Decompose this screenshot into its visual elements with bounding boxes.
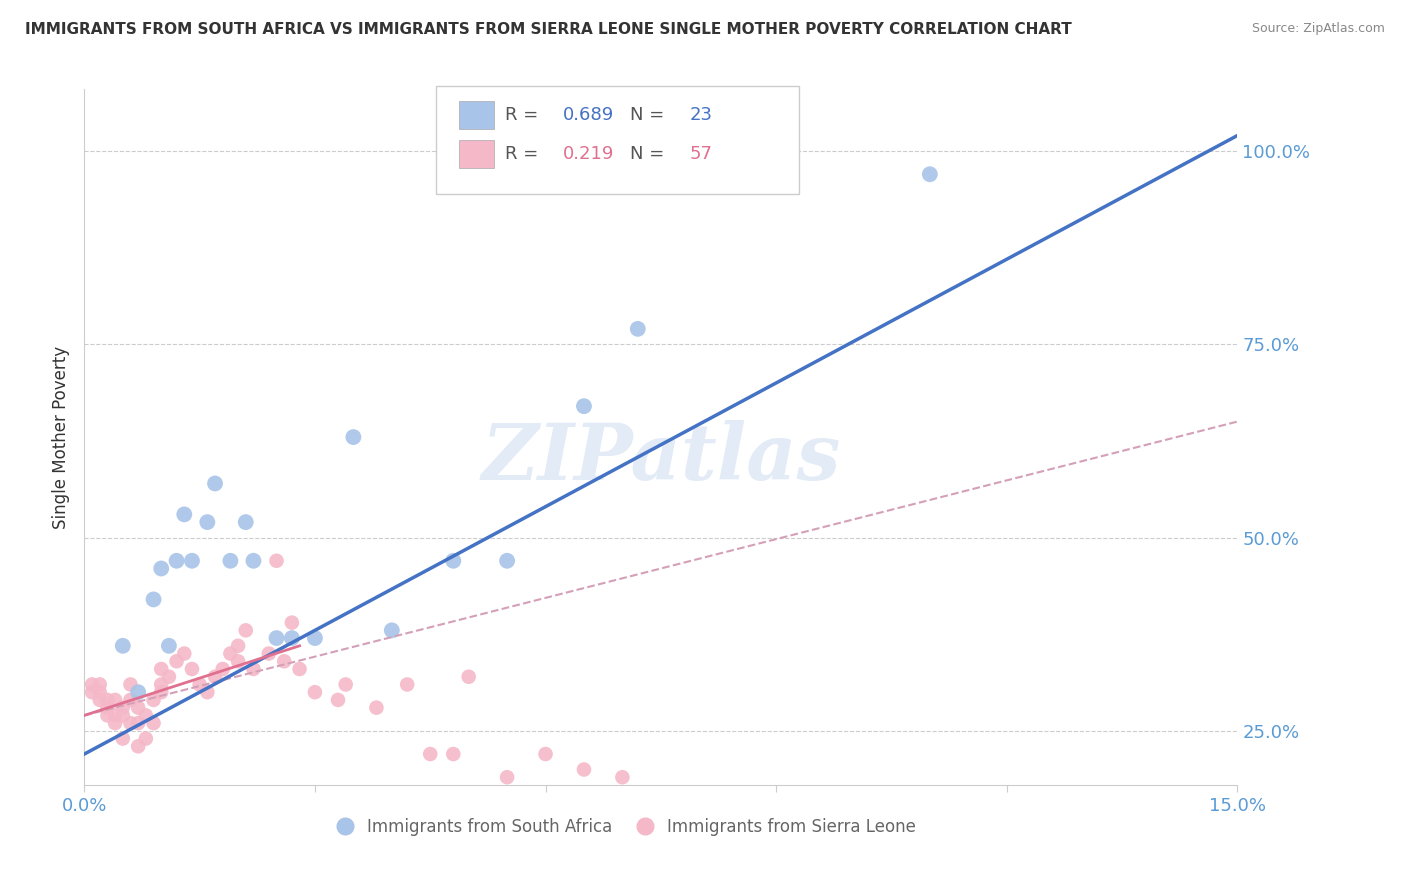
FancyBboxPatch shape (436, 86, 799, 194)
Point (111, 731, 134, 746)
Point (127, 716, 149, 731)
Point (534, 747, 557, 761)
Point (142, 592, 165, 607)
Point (150, 561, 173, 575)
Text: 23: 23 (690, 106, 713, 124)
Point (419, 747, 441, 761)
Text: 57: 57 (690, 145, 713, 163)
Point (304, 631, 326, 645)
Point (257, 647, 280, 661)
Point (457, 670, 479, 684)
Point (166, 554, 188, 568)
Point (441, 747, 464, 761)
Point (135, 731, 157, 746)
Point (96, 693, 118, 707)
Point (335, 677, 357, 691)
Text: R =: R = (505, 106, 544, 124)
Point (127, 685, 149, 699)
Point (572, 763, 595, 777)
Point (127, 739, 149, 754)
Point (195, 685, 218, 699)
Point (111, 708, 134, 723)
Point (266, 554, 288, 568)
Point (918, 167, 941, 181)
Point (120, 693, 142, 707)
Point (235, 624, 257, 638)
Text: ZIPatlas: ZIPatlas (481, 420, 841, 496)
Point (150, 685, 173, 699)
Point (441, 554, 464, 568)
Point (89, 677, 111, 691)
Y-axis label: Single Mother Poverty: Single Mother Poverty (52, 345, 70, 529)
Point (496, 770, 519, 784)
Text: IMMIGRANTS FROM SOUTH AFRICA VS IMMIGRANTS FROM SIERRA LEONE SINGLE MOTHER POVER: IMMIGRANTS FROM SOUTH AFRICA VS IMMIGRAN… (25, 22, 1071, 37)
Point (396, 677, 419, 691)
Point (627, 322, 650, 336)
Point (173, 647, 195, 661)
Text: Source: ZipAtlas.com: Source: ZipAtlas.com (1251, 22, 1385, 36)
Point (142, 693, 165, 707)
Point (266, 631, 288, 645)
Point (181, 554, 204, 568)
Point (204, 476, 226, 491)
Text: N =: N = (630, 145, 669, 163)
Bar (460, 140, 494, 168)
Point (242, 554, 264, 568)
Point (181, 662, 204, 676)
Point (104, 708, 127, 723)
Text: 0.219: 0.219 (562, 145, 614, 163)
Point (127, 700, 149, 714)
Text: 0.689: 0.689 (562, 106, 614, 124)
Point (281, 615, 304, 630)
Point (496, 554, 519, 568)
Point (142, 716, 165, 731)
Point (288, 662, 311, 676)
Point (111, 700, 134, 714)
Point (135, 708, 157, 723)
Point (304, 685, 326, 699)
Point (381, 624, 404, 638)
Point (157, 670, 180, 684)
Text: R =: R = (505, 145, 544, 163)
Point (273, 654, 295, 668)
Point (157, 639, 180, 653)
Bar (460, 101, 494, 128)
Point (150, 662, 173, 676)
Point (612, 770, 634, 784)
Point (366, 700, 388, 714)
Point (281, 631, 304, 645)
Point (204, 670, 226, 684)
Point (111, 639, 134, 653)
Point (195, 515, 218, 529)
Point (188, 677, 211, 691)
Point (235, 515, 257, 529)
Point (572, 399, 595, 413)
Point (120, 677, 142, 691)
Point (326, 693, 349, 707)
Point (219, 554, 242, 568)
Point (89, 685, 111, 699)
Legend: Immigrants from South Africa, Immigrants from Sierra Leone: Immigrants from South Africa, Immigrants… (330, 812, 922, 843)
Point (211, 662, 233, 676)
Point (96, 708, 118, 723)
Point (173, 508, 195, 522)
Point (80, 677, 103, 691)
Point (104, 693, 127, 707)
Point (242, 662, 264, 676)
Point (89, 693, 111, 707)
Point (226, 654, 249, 668)
Text: N =: N = (630, 106, 669, 124)
Point (150, 677, 173, 691)
Point (166, 654, 188, 668)
Point (104, 716, 127, 731)
Point (120, 716, 142, 731)
Point (96, 700, 118, 714)
Point (342, 430, 364, 444)
Point (219, 647, 242, 661)
Point (226, 639, 249, 653)
Point (80, 685, 103, 699)
